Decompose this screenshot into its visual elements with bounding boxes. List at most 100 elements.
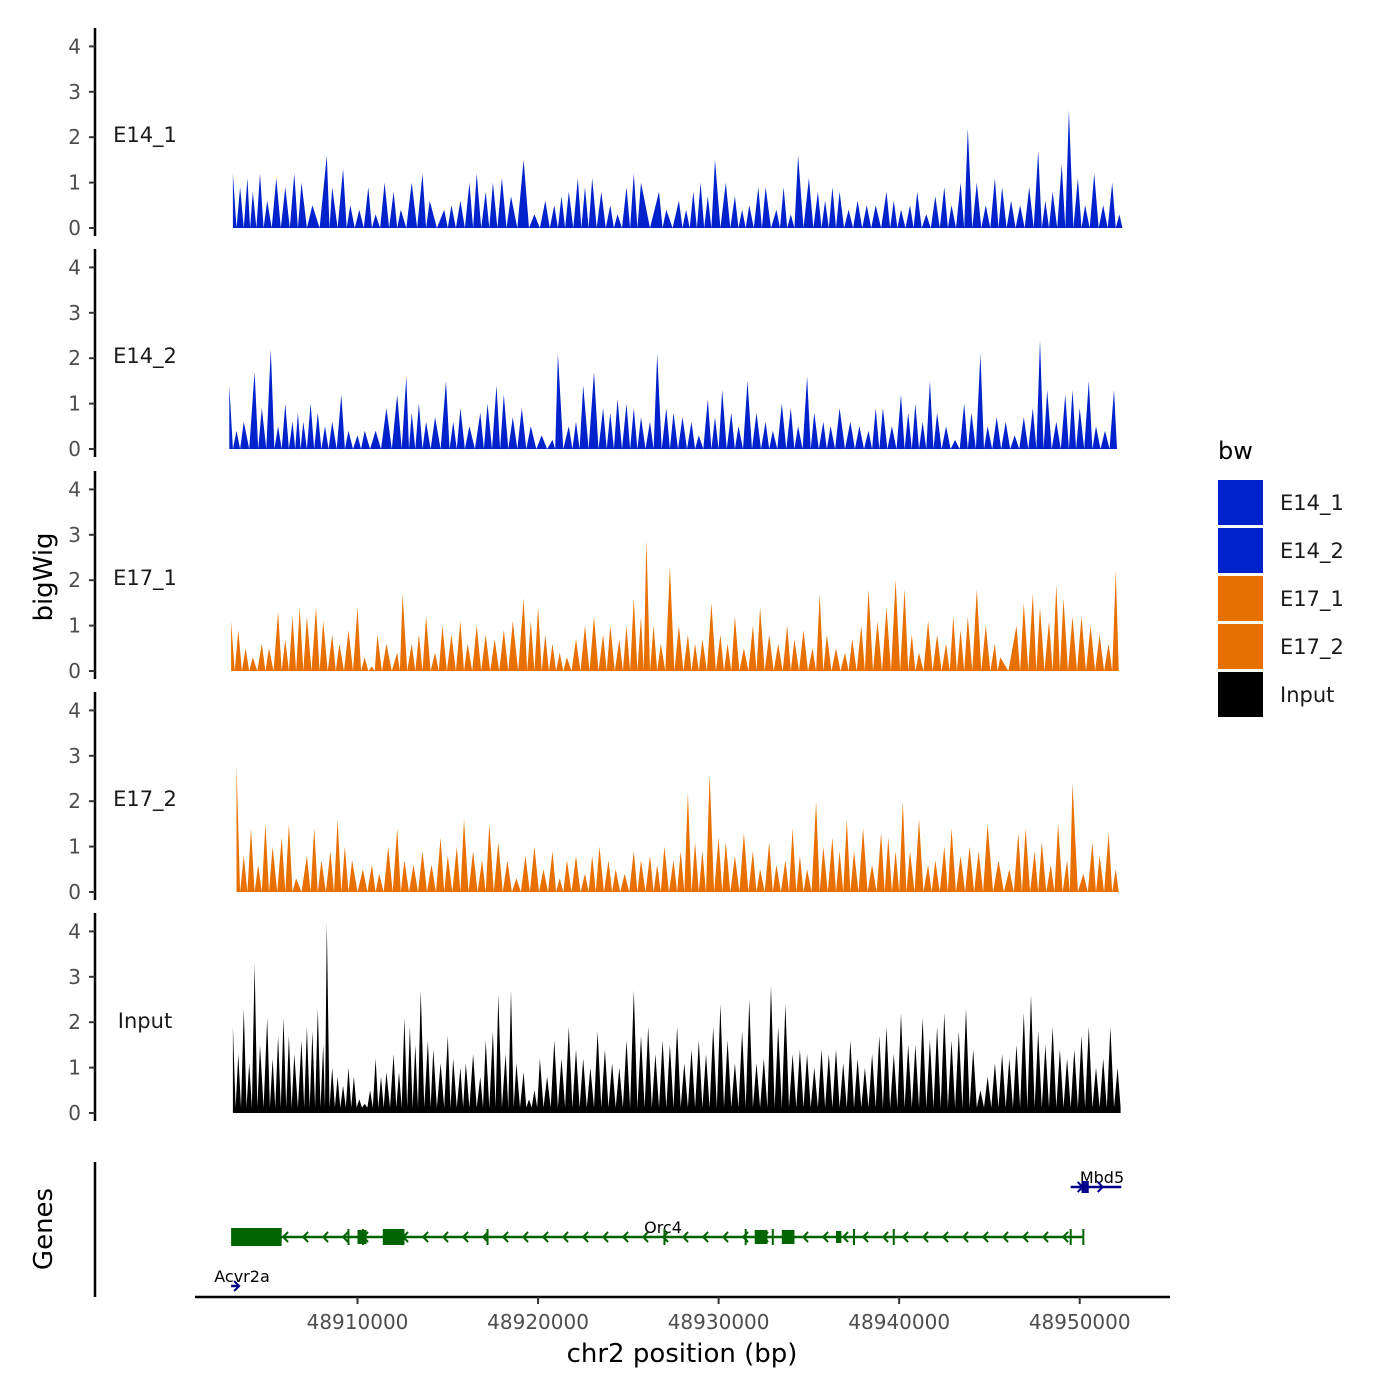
y-tick-label: 2 (68, 789, 81, 813)
legend-swatch-e17-1 (1218, 576, 1263, 621)
y-tick-label: 1 (68, 1056, 81, 1080)
y-tick-label: 3 (68, 744, 81, 768)
y-tick-label: 0 (68, 216, 81, 240)
track-panel-e14-2: E14_2 0 1 2 3 4 (68, 249, 1118, 461)
strand-arrow (233, 1280, 241, 1292)
strand-arrow (961, 1231, 969, 1243)
x-tick-label: 48930000 (668, 1310, 770, 1334)
strand-arrow (801, 1231, 809, 1243)
exon (754, 1230, 768, 1244)
track-panel-e17-2: E17_2 0 1 2 3 4 (68, 692, 1119, 904)
legend-label-e17-1: E17_1 (1280, 587, 1344, 612)
strand-arrow (501, 1231, 509, 1243)
strand-arrow (821, 1231, 829, 1243)
y-tick-label: 4 (68, 698, 81, 722)
y-tick-label: 3 (68, 301, 81, 325)
track-label: E14_1 (113, 123, 177, 148)
y-tick-label: 1 (68, 171, 81, 195)
strand-arrow (541, 1231, 549, 1243)
strand-arrow (881, 1231, 889, 1243)
strand-arrow (1041, 1231, 1049, 1243)
strand-arrow (481, 1231, 489, 1243)
exon (781, 1230, 795, 1244)
y-axis-title: bigWig (29, 532, 59, 621)
legend-label-e14-1: E14_1 (1280, 491, 1344, 516)
strand-arrow (461, 1231, 469, 1243)
strand-arrow (281, 1231, 289, 1243)
y-tick-label: 0 (68, 1101, 81, 1125)
strand-arrow (301, 1231, 309, 1243)
legend-swatch-e14-2 (1218, 528, 1263, 573)
strand-arrow (981, 1231, 989, 1243)
legend-label-e17-2: E17_2 (1280, 635, 1344, 660)
strand-arrow (861, 1231, 869, 1243)
y-tick-label: 3 (68, 965, 81, 989)
y-tick-label: 2 (68, 568, 81, 592)
y-tick-label: 0 (68, 659, 81, 683)
track-panel-input: Input 0 1 2 3 4 (68, 913, 1121, 1125)
strand-arrow (841, 1231, 849, 1243)
track-label: E17_1 (113, 566, 177, 591)
y-tick-label: 0 (68, 880, 81, 904)
track-panel-e17-1: E17_1 0 1 2 3 4 (68, 471, 1119, 683)
x-tick-label: 48910000 (307, 1310, 409, 1334)
strand-arrow (661, 1231, 669, 1243)
strand-arrow (941, 1231, 949, 1243)
track-label: Input (118, 1009, 172, 1033)
signal-area-input (232, 922, 1121, 1113)
strand-arrow (1021, 1231, 1029, 1243)
strand-arrow (1001, 1231, 1009, 1243)
genes-track: Genes Orc4 Mbd5 Acvr2a (29, 1162, 1124, 1297)
strand-arrow (321, 1231, 329, 1243)
y-tick-label: 1 (68, 392, 81, 416)
strand-arrow (641, 1231, 649, 1243)
strand-arrow (721, 1231, 729, 1243)
strand-arrow (701, 1231, 709, 1243)
x-tick-label: 48940000 (848, 1310, 950, 1334)
y-tick-label: 2 (68, 1010, 81, 1034)
y-tick-label: 4 (68, 919, 81, 943)
track-label: E14_2 (113, 344, 177, 369)
signal-area-e14-2 (229, 340, 1118, 449)
y-tick-label: 1 (68, 835, 81, 859)
y-tick-label: 2 (68, 346, 81, 370)
x-axis: 48910000 48920000 48930000 48940000 4895… (195, 1295, 1170, 1369)
strand-arrow (621, 1231, 629, 1243)
gene-label-acvr2a: Acvr2a (214, 1267, 270, 1286)
strand-arrow (341, 1231, 349, 1243)
x-tick-label: 48950000 (1029, 1310, 1131, 1334)
y-tick-label: 1 (68, 614, 81, 638)
gene-label-mbd5: Mbd5 (1080, 1168, 1124, 1187)
exon (835, 1231, 842, 1243)
y-tick-label: 4 (68, 255, 81, 279)
signal-area-e17-1 (231, 539, 1119, 671)
legend-title: bw (1218, 437, 1253, 465)
y-tick-label: 4 (68, 34, 81, 58)
x-axis-title: chr2 position (bp) (567, 1339, 798, 1369)
exon (382, 1229, 405, 1245)
track-panel-e14-1: E14_1 0 1 2 3 4 (68, 28, 1123, 240)
y-tick-label: 3 (68, 80, 81, 104)
strand-arrow (901, 1231, 909, 1243)
signal-area-e17-2 (236, 764, 1119, 892)
legend-swatch-e17-2 (1218, 624, 1263, 669)
strand-arrow (521, 1231, 529, 1243)
y-tick-label: 3 (68, 523, 81, 547)
strand-arrow (1096, 1181, 1105, 1193)
legend-swatch-e14-1 (1218, 480, 1263, 525)
strand-arrow (441, 1231, 449, 1243)
strand-arrow (921, 1231, 929, 1243)
y-tick-label: 4 (68, 477, 81, 501)
strand-arrow (561, 1231, 569, 1243)
legend: bw E14_1 E14_2 E17_1 E17_2 Input (1218, 437, 1344, 717)
genes-track-title: Genes (29, 1188, 59, 1270)
track-label: E17_2 (113, 787, 177, 812)
strand-arrow (581, 1231, 589, 1243)
y-tick-label: 0 (68, 437, 81, 461)
gene-label-orc4: Orc4 (644, 1218, 682, 1237)
strand-arrow (681, 1231, 689, 1243)
legend-swatch-input (1218, 672, 1263, 717)
legend-label-e14-2: E14_2 (1280, 539, 1344, 564)
